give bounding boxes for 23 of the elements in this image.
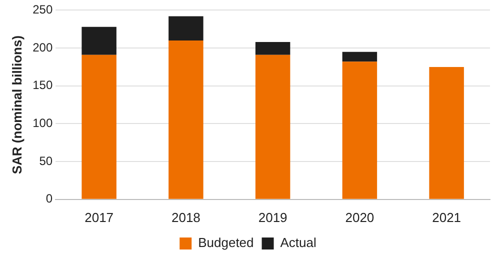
bar bbox=[168, 16, 204, 40]
x-tick-label: 2017 bbox=[84, 210, 114, 225]
bar bbox=[255, 54, 290, 199]
y-tick-label: 150 bbox=[32, 78, 53, 92]
legend-label: Budgeted bbox=[198, 235, 254, 250]
x-tick-label: 2018 bbox=[171, 210, 200, 225]
y-tick-label: 200 bbox=[32, 40, 53, 54]
y-tick-label: 100 bbox=[32, 116, 53, 130]
x-tick-label: 2019 bbox=[258, 210, 288, 225]
bar bbox=[82, 26, 116, 55]
bar bbox=[255, 42, 290, 55]
bar bbox=[429, 66, 464, 199]
y-tick-label: 50 bbox=[39, 154, 53, 168]
y-tick-label: 250 bbox=[32, 2, 53, 17]
bar bbox=[342, 62, 378, 199]
bar bbox=[82, 54, 116, 199]
y-axis-title: SAR (nominal billions) bbox=[9, 35, 24, 174]
x-tick-label: 2021 bbox=[432, 210, 462, 225]
y-tick-label: 0 bbox=[46, 192, 53, 206]
x-tick-label: 2020 bbox=[345, 210, 374, 225]
bar bbox=[168, 40, 204, 199]
bar bbox=[342, 52, 378, 62]
legend-label: Actual bbox=[280, 235, 317, 250]
